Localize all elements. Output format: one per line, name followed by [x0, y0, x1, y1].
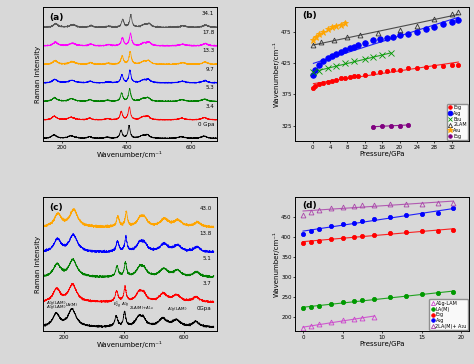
Text: 5.3: 5.3: [205, 85, 214, 90]
Y-axis label: Wavenumber/cm⁻¹: Wavenumber/cm⁻¹: [273, 41, 280, 107]
Text: (d): (d): [302, 201, 317, 210]
Text: $A_{1g}$: $A_{1g}$: [121, 301, 129, 309]
Text: 17.8: 17.8: [202, 30, 214, 35]
Text: 3.4: 3.4: [205, 104, 214, 109]
X-axis label: Wavenumber/cm⁻¹: Wavenumber/cm⁻¹: [97, 341, 163, 348]
Text: 0Gpa: 0Gpa: [197, 306, 212, 311]
Text: 34.1: 34.1: [202, 11, 214, 16]
Text: 43.0: 43.0: [200, 206, 212, 211]
Text: 0 Gpa: 0 Gpa: [198, 122, 214, 127]
Text: (b): (b): [302, 11, 317, 20]
Text: 5.1: 5.1: [203, 256, 212, 261]
Y-axis label: Wavenumber/cm⁻¹: Wavenumber/cm⁻¹: [273, 232, 280, 297]
Text: 13.3: 13.3: [202, 48, 214, 53]
Text: $A_{1g}$(LAM): $A_{1g}$(LAM): [167, 305, 187, 314]
Y-axis label: Raman Intensity: Raman Intensity: [35, 46, 41, 103]
Text: $A_{1g}$(LAM): $A_{1g}$(LAM): [46, 303, 66, 312]
X-axis label: Pressure/GPa: Pressure/GPa: [359, 151, 405, 157]
Text: 13.8: 13.8: [200, 231, 212, 236]
X-axis label: Pressure/GPa: Pressure/GPa: [359, 341, 405, 347]
Text: LA(M): LA(M): [66, 303, 78, 307]
Legend: E₂g, A₁g, B₁u, 2LAM, A₂u, E₁g: E₂g, A₁g, B₁u, 2LAM, A₂u, E₁g: [447, 104, 468, 140]
Y-axis label: Raman Intensity: Raman Intensity: [35, 236, 41, 293]
Text: $E^1_{2g}$: $E^1_{2g}$: [113, 299, 121, 311]
Text: (c): (c): [50, 203, 63, 212]
Legend: A1g-LAM, LA(M), E₂g, A₁g, 2LA(M)+ A₁u: A1g-LAM, LA(M), E₂g, A₁g, 2LA(M)+ A₁u: [429, 300, 468, 330]
X-axis label: Wavenumber/cm⁻¹: Wavenumber/cm⁻¹: [97, 151, 163, 158]
Text: 2LA(M)+$A_{1u}$: 2LA(M)+$A_{1u}$: [128, 304, 154, 312]
Text: (a): (a): [50, 13, 64, 21]
Text: 3.7: 3.7: [203, 281, 212, 286]
Text: $A_{1g}$(LAM): $A_{1g}$(LAM): [46, 300, 66, 308]
Text: 9.7: 9.7: [205, 67, 214, 72]
